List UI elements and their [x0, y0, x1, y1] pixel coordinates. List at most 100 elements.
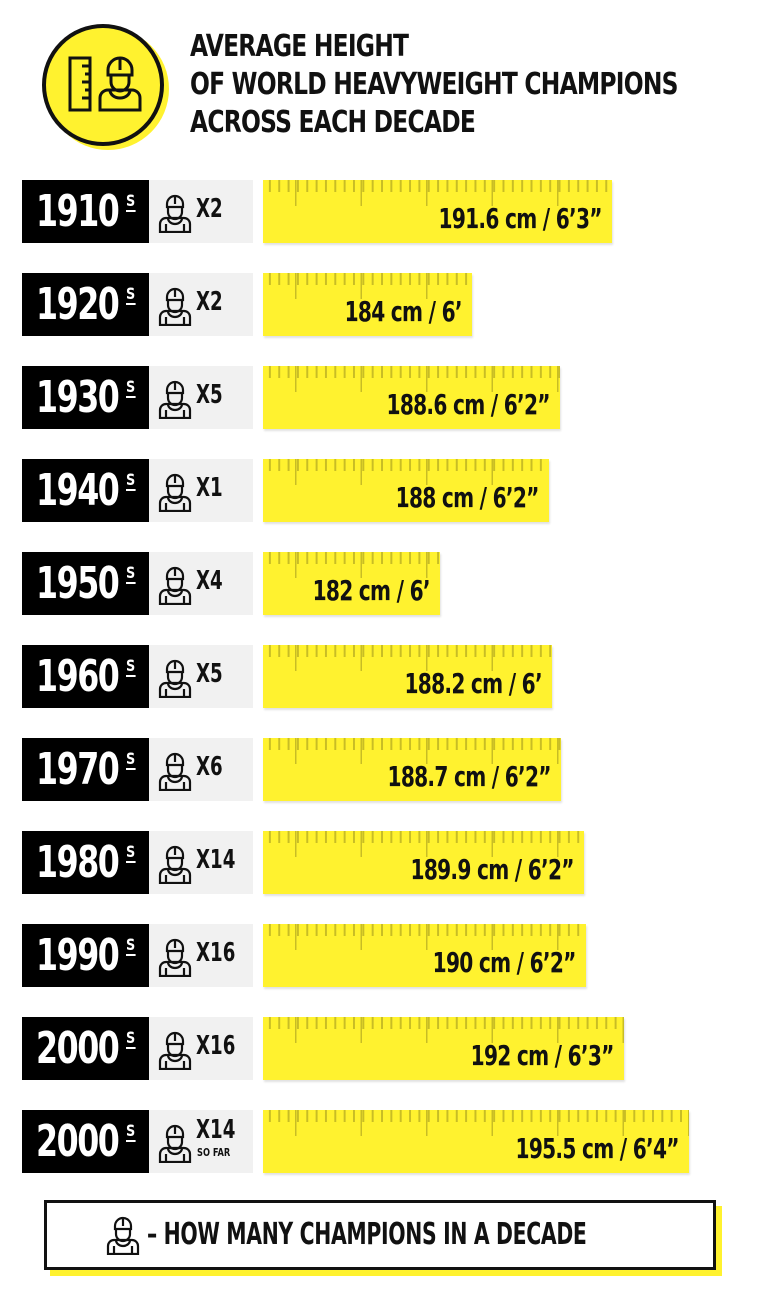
height-label: 195.5 cm / 6’4” [515, 1132, 680, 1165]
decade-year: 2000 [36, 1023, 120, 1074]
boxer-icon [157, 751, 193, 791]
height-label: 188 cm / 6’2” [395, 481, 540, 514]
height-bar: 189.9 cm / 6’2” [263, 831, 584, 894]
decade-year: 1960 [36, 651, 120, 702]
count-value: X2 [196, 287, 223, 317]
decade-label: 1930 S [22, 366, 149, 429]
decade-suffix: S [126, 470, 136, 491]
boxer-icon [157, 1030, 193, 1070]
row-1920s: 1920 S X2 184 cm / 6’ [0, 273, 768, 337]
height-label: 182 cm / 6’ [312, 574, 431, 607]
decade-suffix: S [126, 749, 136, 770]
row-1930s: 1930 S X5 188.6 cm / 6’2” [0, 366, 768, 430]
decade-suffix: S [126, 842, 136, 863]
champion-count: X16 [149, 1017, 253, 1080]
decade-label: 1950 S [22, 552, 149, 615]
decade-suffix: S [126, 563, 136, 584]
champion-count: X16 [149, 924, 253, 987]
decade-suffix: S [126, 656, 136, 677]
title-line-2: OF WORLD HEAVYWEIGHT CHAMPIONS [190, 67, 678, 102]
decade-suffix: S [126, 191, 136, 212]
count-value: X14 [196, 1115, 236, 1145]
row-1940s: 1940 S X1 188 cm / 6’2” [0, 459, 768, 523]
height-label: 191.6 cm / 6’3” [438, 202, 603, 235]
title-line-3: ACROSS EACH DECADE [190, 105, 476, 140]
count-value: X5 [196, 380, 223, 410]
ruler-and-boxer-icon [42, 24, 164, 146]
header: AVERAGE HEIGHT OF WORLD HEAVYWEIGHT CHAM… [0, 0, 768, 170]
decade-label: 2000 S [22, 1017, 149, 1080]
decade-year: 2000 [36, 1116, 120, 1167]
boxer-icon [157, 472, 193, 512]
boxer-icon [157, 1123, 193, 1163]
champion-count: X1 [149, 459, 253, 522]
count-value: X14 [196, 845, 236, 875]
decade-label: 1970 S [22, 738, 149, 801]
boxer-icon [157, 844, 193, 884]
height-bar: 184 cm / 6’ [263, 273, 472, 336]
count-value: X16 [196, 1031, 236, 1061]
height-bar: 182 cm / 6’ [263, 552, 440, 615]
boxer-icon [157, 193, 193, 233]
row-1960s: 1960 S X5 188.2 cm / 6’ [0, 645, 768, 709]
row-2000s: 2000 S X16 192 cm / 6’3” [0, 1017, 768, 1081]
boxer-icon [105, 1215, 141, 1255]
decade-year: 1990 [36, 930, 120, 981]
decade-year: 1940 [36, 465, 120, 516]
height-label: 184 cm / 6’ [344, 295, 463, 328]
count-value: X2 [196, 194, 223, 224]
legend: – HOW MANY CHAMPIONS IN A DECADE [44, 1200, 716, 1270]
boxer-icon [157, 565, 193, 605]
height-bar: 188.6 cm / 6’2” [263, 366, 560, 429]
decade-year: 1980 [36, 837, 120, 888]
row-1990s: 1990 S X16 190 cm / 6’2” [0, 924, 768, 988]
decade-suffix: S [126, 1028, 136, 1049]
height-bar: 191.6 cm / 6’3” [263, 180, 612, 243]
count-value: X6 [196, 752, 223, 782]
height-label: 188.7 cm / 6’2” [387, 760, 552, 793]
decade-suffix: S [126, 377, 136, 398]
boxer-icon [157, 658, 193, 698]
height-label: 188.6 cm / 6’2” [386, 388, 551, 421]
height-bar: 188.2 cm / 6’ [263, 645, 552, 708]
champion-count: X2 [149, 180, 253, 243]
decade-year: 1920 [36, 279, 120, 330]
champion-count: X5 [149, 366, 253, 429]
decade-year: 1930 [36, 372, 120, 423]
boxer-icon [157, 937, 193, 977]
decade-year: 1950 [36, 558, 120, 609]
decade-label: 1920 S [22, 273, 149, 336]
height-label: 189.9 cm / 6’2” [410, 853, 575, 886]
height-label: 192 cm / 6’3” [470, 1039, 615, 1072]
decade-label: 1980 S [22, 831, 149, 894]
row-2000s-so-far: 2000 S X14 SO FAR 195.5 cm / 6’4” [0, 1110, 768, 1174]
champion-count: X5 [149, 645, 253, 708]
decade-label: 2000 S [22, 1110, 149, 1173]
row-1970s: 1970 S X6 188.7 cm / 6’2” [0, 738, 768, 802]
champion-count: X14 [149, 831, 253, 894]
boxer-icon [157, 379, 193, 419]
decade-label: 1910 S [22, 180, 149, 243]
row-1950s: 1950 S X4 182 cm / 6’ [0, 552, 768, 616]
champion-count: X14 SO FAR [149, 1110, 253, 1173]
row-1910s: 1910 S X2 191.6 cm / 6’3” [0, 180, 768, 244]
champion-count: X4 [149, 552, 253, 615]
title-line-1: AVERAGE HEIGHT [190, 29, 409, 64]
height-bar: 192 cm / 6’3” [263, 1017, 624, 1080]
count-value: X4 [196, 566, 223, 596]
row-1980s: 1980 S X14 189.9 cm / 6’2” [0, 831, 768, 895]
height-label: 190 cm / 6’2” [432, 946, 577, 979]
decade-year: 1970 [36, 744, 120, 795]
height-bar: 188 cm / 6’2” [263, 459, 549, 522]
height-bar: 195.5 cm / 6’4” [263, 1110, 689, 1173]
decade-suffix: S [126, 284, 136, 305]
decade-label: 1960 S [22, 645, 149, 708]
height-bar: 190 cm / 6’2” [263, 924, 586, 987]
decade-year: 1910 [36, 186, 120, 237]
chart-title: AVERAGE HEIGHT OF WORLD HEAVYWEIGHT CHAM… [190, 28, 678, 142]
count-note: SO FAR [197, 1146, 231, 1159]
decade-suffix: S [126, 935, 136, 956]
height-label: 188.2 cm / 6’ [404, 667, 543, 700]
count-value: X5 [196, 659, 223, 689]
decade-label: 1990 S [22, 924, 149, 987]
